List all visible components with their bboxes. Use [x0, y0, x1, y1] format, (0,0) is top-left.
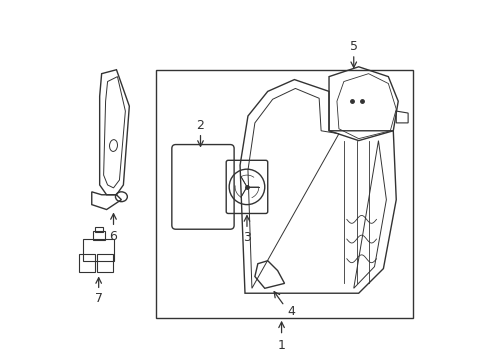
Bar [79, 254, 95, 271]
Text: 3: 3 [243, 231, 250, 244]
Bar [97, 254, 112, 271]
Bar [82, 239, 114, 261]
Bar [93, 231, 104, 240]
Text: 7: 7 [95, 292, 102, 305]
Text: 6: 6 [109, 230, 117, 243]
Text: 1: 1 [277, 339, 285, 352]
Text: 4: 4 [287, 305, 295, 319]
Bar [95, 227, 102, 232]
Text: 2: 2 [196, 120, 204, 132]
Text: 5: 5 [349, 40, 357, 53]
Bar [156, 70, 412, 318]
